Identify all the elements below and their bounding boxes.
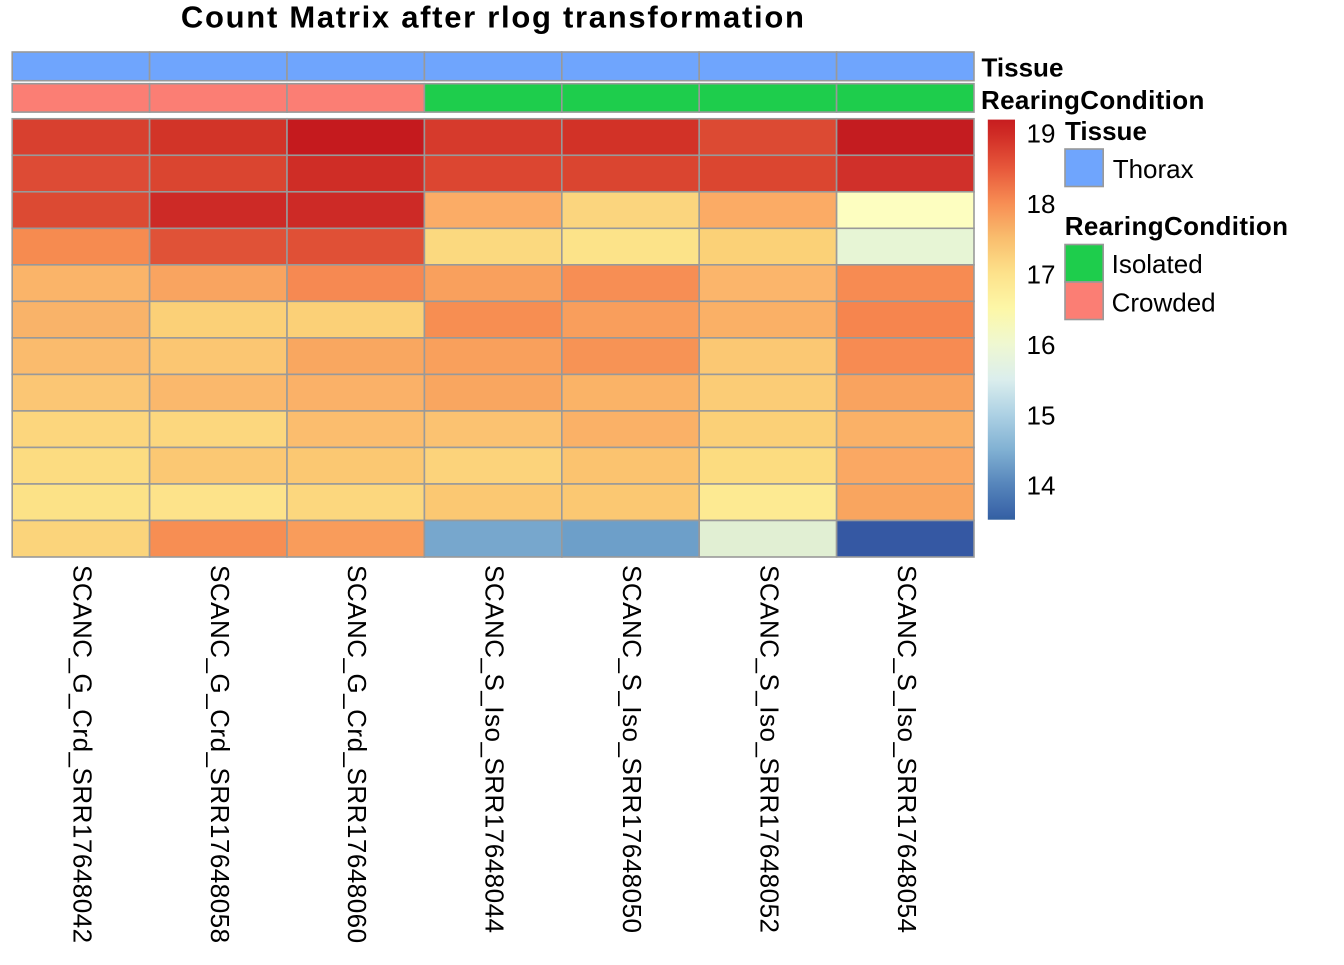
svg-text:Tissue: Tissue [1065,116,1147,146]
svg-text:Thorax: Thorax [1113,154,1194,184]
svg-text:SCANC_G_Crd_SRR17648042: SCANC_G_Crd_SRR17648042 [67,565,97,944]
svg-text:SCANC_S_Iso_SRR17648050: SCANC_S_Iso_SRR17648050 [617,565,647,934]
svg-text:SCANC_S_Iso_SRR17648054: SCANC_S_Iso_SRR17648054 [892,565,922,934]
svg-text:SCANC_G_Crd_SRR17648060: SCANC_G_Crd_SRR17648060 [342,565,372,944]
svg-text:SCANC_G_Crd_SRR17648058: SCANC_G_Crd_SRR17648058 [205,565,235,944]
svg-text:Crowded: Crowded [1112,288,1216,318]
svg-text:18: 18 [1027,189,1056,219]
svg-text:19: 19 [1027,119,1056,149]
svg-text:16: 16 [1027,330,1056,360]
svg-text:SCANC_S_Iso_SRR17648052: SCANC_S_Iso_SRR17648052 [754,565,784,934]
svg-text:RearingCondition: RearingCondition [981,85,1205,115]
svg-text:Count Matrix after rlog transf: Count Matrix after rlog transformation [181,0,806,34]
svg-text:RearingCondition: RearingCondition [1065,211,1289,241]
svg-text:Tissue: Tissue [982,53,1064,83]
svg-text:Isolated: Isolated [1112,249,1203,279]
svg-text:SCANC_S_Iso_SRR17648044: SCANC_S_Iso_SRR17648044 [480,565,510,934]
svg-text:15: 15 [1027,400,1056,430]
svg-text:14: 14 [1027,471,1056,501]
svg-text:17: 17 [1027,260,1056,290]
